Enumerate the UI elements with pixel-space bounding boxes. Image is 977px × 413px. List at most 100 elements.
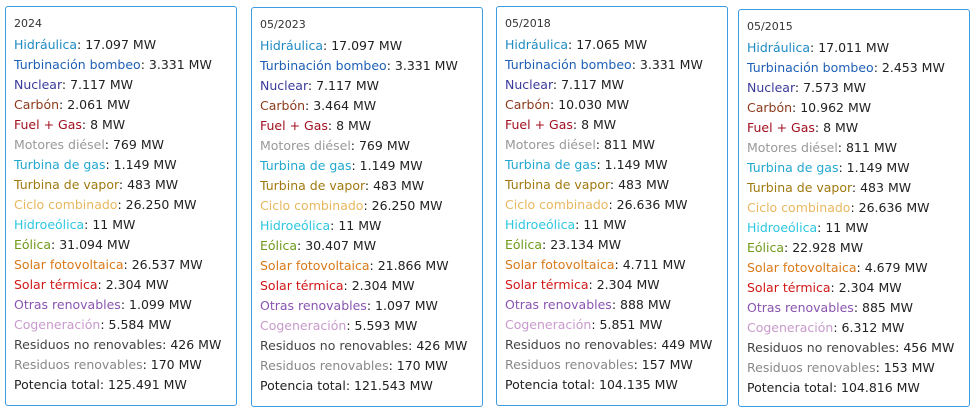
label-separator: : <box>386 58 395 73</box>
label-separator: : <box>343 278 352 293</box>
source-label: Turbinación bombeo <box>14 57 141 72</box>
capacity-row: Carbón: 2.061 MW <box>14 95 236 115</box>
label-separator: : <box>609 177 619 192</box>
label-separator: : <box>363 198 372 213</box>
source-label: Hidráulica <box>14 37 78 52</box>
label-separator: : <box>850 200 859 215</box>
capacity-value: 3.464 MW <box>313 98 377 113</box>
source-label: Solar fotovoltaica <box>260 258 370 273</box>
source-label: Cogeneración <box>747 320 834 335</box>
label-separator: : <box>327 118 337 133</box>
capacity-value: 11 MW <box>825 220 869 235</box>
source-label: Carbón <box>505 97 551 112</box>
capacity-value: 6.312 MW <box>841 320 905 335</box>
capacity-row: Solar fotovoltaica: 4.679 MW <box>747 258 969 278</box>
capacity-row: Hidráulica: 17.011 MW <box>747 38 969 58</box>
capacity-row: Turbina de gas: 1.149 MW <box>260 156 482 176</box>
capacity-row: Cogeneración: 5.584 MW <box>14 315 236 335</box>
source-label: Otras renovables <box>260 298 367 313</box>
capacity-value: 5.593 MW <box>354 318 418 333</box>
capacity-value: 3.331 MW <box>394 58 458 73</box>
label-separator: : <box>810 40 819 55</box>
card-date: 05/2018 <box>505 17 551 30</box>
capacity-value: 483 MW <box>373 178 425 193</box>
source-label: Nuclear <box>505 77 553 92</box>
source-label: Residuos renovables <box>747 360 876 375</box>
source-label: Residuos renovables <box>14 357 143 372</box>
label-separator: : <box>162 337 171 352</box>
source-label: Carbón <box>14 97 60 112</box>
source-label: Nuclear <box>747 80 795 95</box>
capacity-row: Eólica: 22.928 MW <box>747 238 969 258</box>
capacity-row: Cogeneración: 5.851 MW <box>505 315 727 335</box>
capacity-value: 22.928 MW <box>792 240 864 255</box>
label-separator: : <box>323 38 332 53</box>
capacity-row: Residuos no renovables: 449 MW <box>505 335 727 355</box>
capacity-value: 3.331 MW <box>148 57 212 72</box>
capacity-value: 125.491 MW <box>108 377 187 392</box>
label-separator: : <box>552 77 562 92</box>
source-label: Hidroeólica <box>260 218 331 233</box>
source-label: Ciclo combinado <box>747 200 851 215</box>
capacity-value: 1.149 MW <box>604 157 668 172</box>
source-label: Solar térmica <box>505 277 589 292</box>
capacity-row: Residuos no renovables: 456 MW <box>747 338 969 358</box>
capacity-row: Fuel + Gas: 8 MW <box>260 116 482 136</box>
source-label: Eólica <box>14 237 52 252</box>
capacity-row: Solar térmica: 2.304 MW <box>14 275 236 295</box>
capacity-value: 456 MW <box>903 340 955 355</box>
capacity-value: 8 MW <box>823 120 859 135</box>
source-label: Potencia total <box>747 380 833 395</box>
source-label: Nuclear <box>260 78 308 93</box>
label-separator: : <box>104 137 113 152</box>
source-label: Hidroeólica <box>747 220 818 235</box>
capacity-row: Eólica: 30.407 MW <box>260 236 482 256</box>
source-label: Carbón <box>747 100 793 115</box>
label-separator: : <box>837 140 846 155</box>
source-label: Hidráulica <box>747 40 811 55</box>
capacity-row: Potencia total: 121.543 MW <box>260 376 482 396</box>
source-label: Residuos no renovables <box>14 337 163 352</box>
capacity-value: 7.117 MW <box>316 78 379 93</box>
capacity-value: 4.679 MW <box>864 260 928 275</box>
label-separator: : <box>369 258 378 273</box>
capacity-row: Hidroeólica: 11 MW <box>260 216 482 236</box>
source-label: Otras renovables <box>505 297 612 312</box>
source-label: Turbinación bombeo <box>747 60 874 75</box>
label-separator: : <box>614 257 623 272</box>
capacity-value: 2.304 MW <box>596 277 660 292</box>
source-label: Cogeneración <box>14 317 101 332</box>
capacity-row: Turbina de vapor: 483 MW <box>260 176 482 196</box>
capacity-row: Potencia total: 125.491 MW <box>14 375 236 395</box>
label-separator: : <box>100 317 109 332</box>
capacity-row: Fuel + Gas: 8 MW <box>505 115 727 135</box>
source-label: Cogeneración <box>260 318 347 333</box>
capacity-row: Hidroeólica: 11 MW <box>747 218 969 238</box>
capacity-row: Hidráulica: 17.065 MW <box>505 35 727 55</box>
source-label: Potencia total <box>260 378 346 393</box>
capacity-row: Otras renovables: 888 MW <box>505 295 727 315</box>
capacity-row: Turbina de vapor: 483 MW <box>747 178 969 198</box>
label-separator: : <box>61 77 71 92</box>
source-label: Ciclo combinado <box>505 197 609 212</box>
capacity-row: Solar fotovoltaica: 26.537 MW <box>14 255 236 275</box>
capacity-value: 1.149 MW <box>113 157 177 172</box>
capacity-value: 1.149 MW <box>359 158 423 173</box>
label-separator: : <box>588 277 597 292</box>
source-label: Eólica <box>505 237 543 252</box>
capacity-row: Residuos renovables: 170 MW <box>14 355 236 375</box>
source-label: Otras renovables <box>14 297 121 312</box>
label-separator: : <box>366 298 376 313</box>
label-separator: : <box>873 60 882 75</box>
capacity-row: Carbón: 3.464 MW <box>260 96 482 116</box>
capacity-value: 26.636 MW <box>616 197 688 212</box>
capacity-row: Motores diésel: 769 MW <box>14 135 236 155</box>
capacity-row: Cogeneración: 5.593 MW <box>260 316 482 336</box>
label-separator: : <box>142 357 151 372</box>
capacity-row: Nuclear: 7.117 MW <box>14 75 236 95</box>
label-separator: : <box>550 97 559 112</box>
capacity-value: 1.149 MW <box>846 160 910 175</box>
capacity-value: 23.134 MW <box>550 237 622 252</box>
capacity-card-2018: 05/2018 Hidráulica: 17.065 MW Turbinación… <box>496 6 728 406</box>
label-separator: : <box>307 78 317 93</box>
